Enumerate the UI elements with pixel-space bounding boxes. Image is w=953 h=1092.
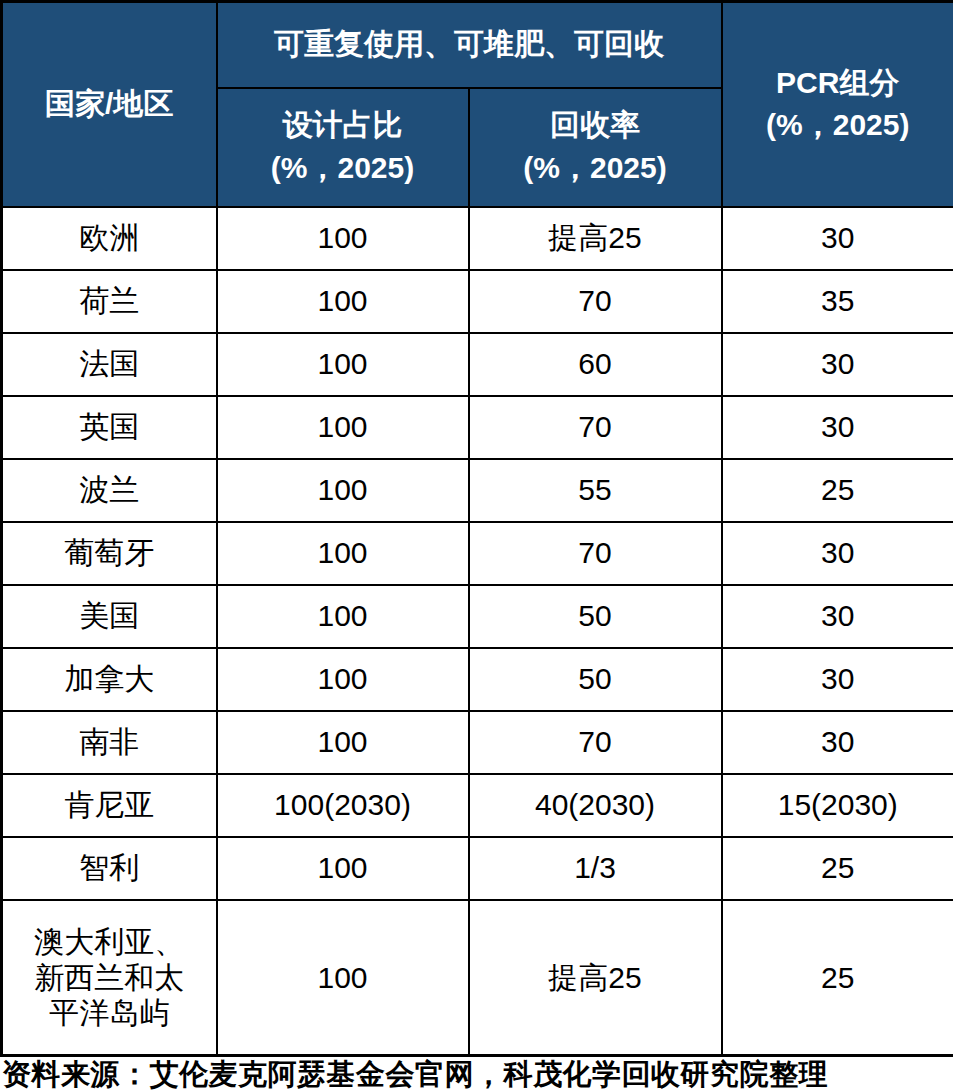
table-row: 葡萄牙 100 70 30 — [2, 522, 953, 585]
cell-design: 100 — [217, 900, 469, 1056]
report-table-figure: 国家/地区 可重复使用、可堆肥、可回收 PCR组分 (%，2025) 设计占比 … — [0, 0, 953, 1092]
cell-recycle: 70 — [469, 522, 722, 585]
cell-design: 100 — [217, 207, 469, 270]
cell-recycle: 50 — [469, 648, 722, 711]
cell-pcr: 25 — [722, 837, 953, 900]
cell-country: 南非 — [2, 711, 217, 774]
cell-design: 100 — [217, 522, 469, 585]
cell-country: 欧洲 — [2, 207, 217, 270]
cell-country: 法国 — [2, 333, 217, 396]
cell-recycle: 70 — [469, 396, 722, 459]
table-row: 加拿大 100 50 30 — [2, 648, 953, 711]
cell-pcr: 30 — [722, 648, 953, 711]
cell-recycle: 55 — [469, 459, 722, 522]
cell-pcr: 15(2030) — [722, 774, 953, 837]
table-row: 澳大利亚、 新西兰和太 平洋岛屿 100 提高25 25 — [2, 900, 953, 1056]
cell-design: 100 — [217, 711, 469, 774]
cell-pcr: 25 — [722, 459, 953, 522]
header-cell-country: 国家/地区 — [2, 2, 217, 207]
cell-pcr: 25 — [722, 900, 953, 1056]
table-row: 波兰 100 55 25 — [2, 459, 953, 522]
source-note: 资料来源：艾伦麦克阿瑟基金会官网，科茂化学回收研究院整理 — [0, 1057, 953, 1092]
header-cell-pcr: PCR组分 (%，2025) — [722, 2, 953, 207]
cell-country: 英国 — [2, 396, 217, 459]
cell-design: 100 — [217, 648, 469, 711]
cell-country: 澳大利亚、 新西兰和太 平洋岛屿 — [2, 900, 217, 1056]
cell-country: 肯尼亚 — [2, 774, 217, 837]
cell-pcr: 30 — [722, 207, 953, 270]
cell-recycle: 提高25 — [469, 900, 722, 1056]
table-row: 肯尼亚 100(2030) 40(2030) 15(2030) — [2, 774, 953, 837]
cell-pcr: 35 — [722, 270, 953, 333]
table-row: 法国 100 60 30 — [2, 333, 953, 396]
cell-design: 100 — [217, 270, 469, 333]
table-row: 智利 100 1/3 25 — [2, 837, 953, 900]
cell-country: 美国 — [2, 585, 217, 648]
cell-country: 智利 — [2, 837, 217, 900]
plastic-regulation-table: 国家/地区 可重复使用、可堆肥、可回收 PCR组分 (%，2025) 设计占比 … — [0, 0, 953, 1057]
cell-recycle: 70 — [469, 270, 722, 333]
cell-pcr: 30 — [722, 585, 953, 648]
cell-design: 100 — [217, 459, 469, 522]
cell-pcr: 30 — [722, 396, 953, 459]
cell-country: 荷兰 — [2, 270, 217, 333]
cell-country: 加拿大 — [2, 648, 217, 711]
table-row: 欧洲 100 提高25 30 — [2, 207, 953, 270]
table-header: 国家/地区 可重复使用、可堆肥、可回收 PCR组分 (%，2025) 设计占比 … — [2, 2, 953, 207]
cell-design: 100 — [217, 333, 469, 396]
cell-recycle: 60 — [469, 333, 722, 396]
cell-recycle: 1/3 — [469, 837, 722, 900]
cell-recycle: 提高25 — [469, 207, 722, 270]
table-row: 南非 100 70 30 — [2, 711, 953, 774]
cell-country: 葡萄牙 — [2, 522, 217, 585]
table-row: 美国 100 50 30 — [2, 585, 953, 648]
header-cell-recycle-rate: 回收率 (%，2025) — [469, 88, 722, 207]
cell-pcr: 30 — [722, 711, 953, 774]
cell-design: 100 — [217, 837, 469, 900]
table-body: 欧洲 100 提高25 30 荷兰 100 70 35 法国 100 60 30… — [2, 207, 953, 1056]
cell-pcr: 30 — [722, 522, 953, 585]
table-row: 荷兰 100 70 35 — [2, 270, 953, 333]
cell-design: 100(2030) — [217, 774, 469, 837]
cell-design: 100 — [217, 585, 469, 648]
header-cell-group: 可重复使用、可堆肥、可回收 — [217, 2, 722, 88]
cell-recycle: 50 — [469, 585, 722, 648]
cell-country: 波兰 — [2, 459, 217, 522]
cell-design: 100 — [217, 396, 469, 459]
cell-recycle: 40(2030) — [469, 774, 722, 837]
cell-recycle: 70 — [469, 711, 722, 774]
table-row: 英国 100 70 30 — [2, 396, 953, 459]
cell-pcr: 30 — [722, 333, 953, 396]
header-cell-design-share: 设计占比 (%，2025) — [217, 88, 469, 207]
